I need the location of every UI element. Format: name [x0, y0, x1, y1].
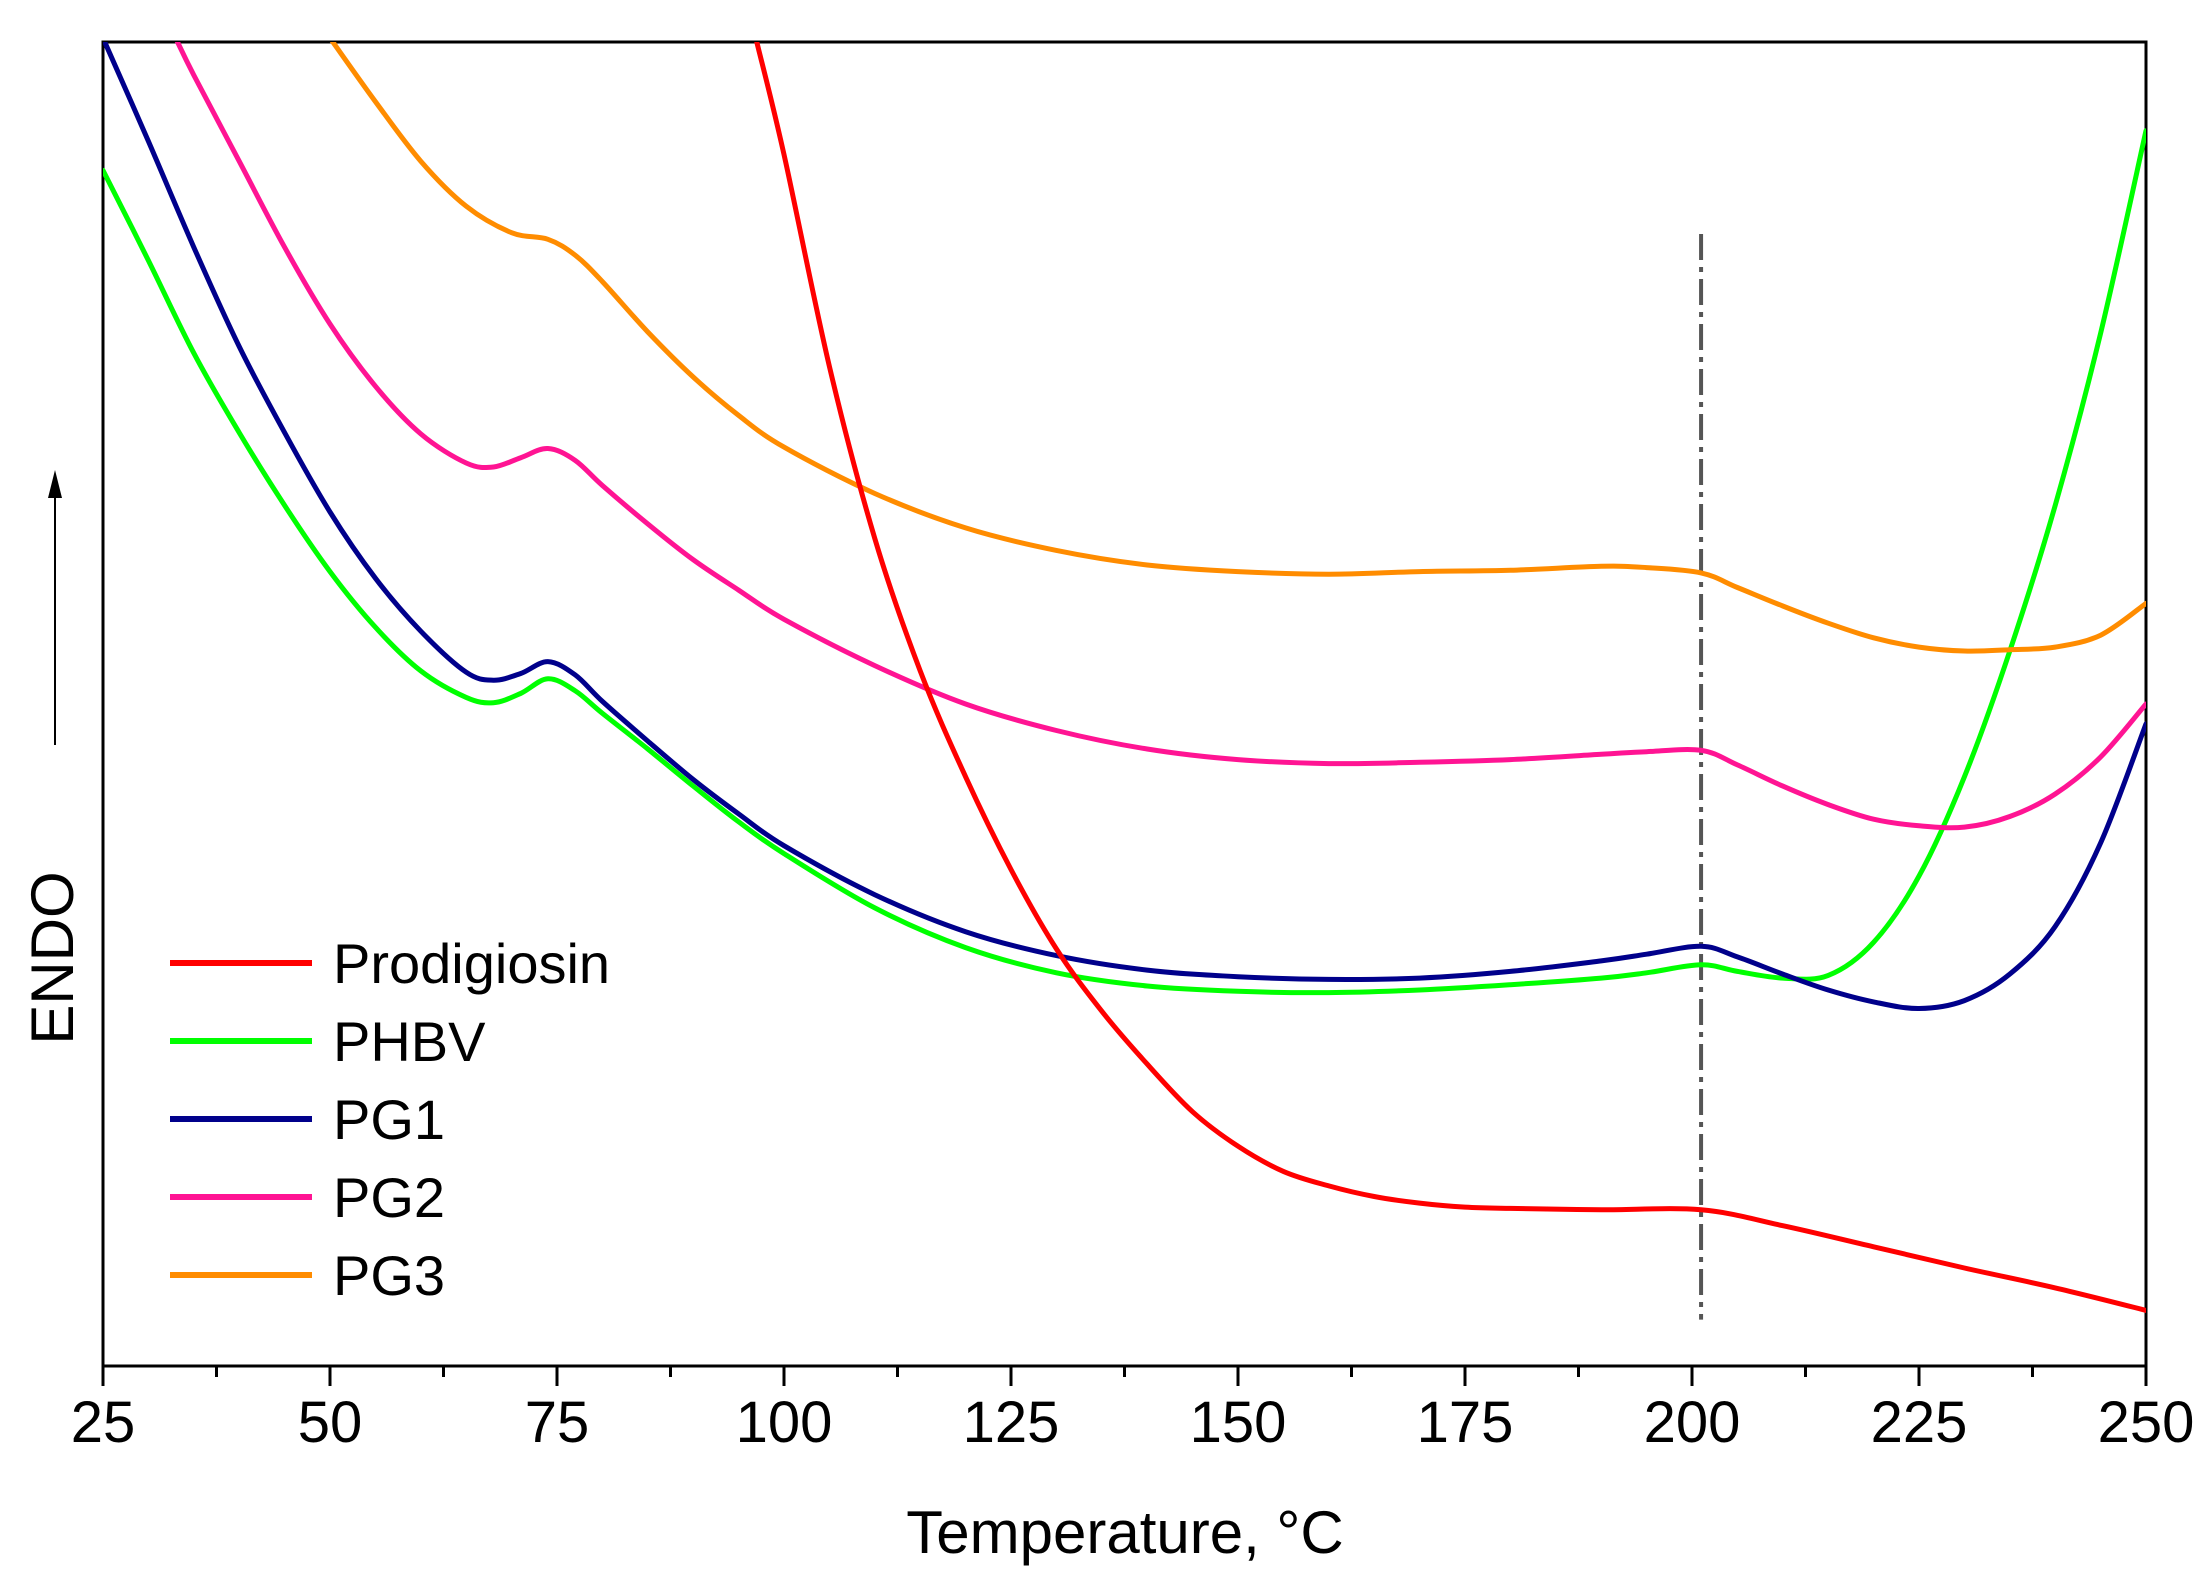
x-tick-label: 50 [298, 1390, 363, 1455]
series-line-pg2 [174, 42, 2146, 831]
legend-label: PG2 [333, 1166, 445, 1229]
legend-item-prodigiosin: Prodigiosin [170, 932, 610, 995]
legend-label: PHBV [333, 1010, 486, 1073]
x-tick-label: 75 [525, 1390, 590, 1455]
legend: Prodigiosin PHBV PG1 PG2 PG3 [170, 932, 610, 1307]
series-line-phbv [103, 128, 2146, 996]
x-axis-tick-labels: 25 50 75 100 125 150 175 200 225 250 [71, 1390, 2195, 1455]
x-tick-label: 200 [1644, 1390, 1741, 1455]
legend-item-phbv: PHBV [170, 1010, 486, 1073]
y-axis-title-group: ENDO [19, 470, 86, 1045]
series-line-prodigiosin [754, 42, 2146, 1313]
x-tick-label: 150 [1190, 1390, 1287, 1455]
x-tick-label: 175 [1417, 1390, 1514, 1455]
legend-label: PG1 [333, 1088, 445, 1151]
x-tick-label: 25 [71, 1390, 136, 1455]
series-line-pg1 [103, 42, 2146, 1012]
legend-item-pg1: PG1 [170, 1088, 445, 1151]
legend-label: PG3 [333, 1244, 445, 1307]
series-line-pg3 [329, 42, 2146, 654]
x-tick-label: 125 [963, 1390, 1060, 1455]
x-axis-title: Temperature, °C [906, 1499, 1344, 1566]
legend-label: Prodigiosin [333, 932, 610, 995]
y-axis-title: ENDO [19, 871, 86, 1044]
legend-item-pg2: PG2 [170, 1166, 445, 1229]
x-axis-ticks [101, 1366, 2148, 1386]
x-tick-label: 225 [1871, 1390, 1968, 1455]
x-tick-label: 250 [2098, 1390, 2195, 1455]
series-lines [103, 42, 2146, 1313]
legend-item-pg3: PG3 [170, 1244, 445, 1307]
arrow-up-icon [48, 470, 62, 498]
x-tick-label: 100 [736, 1390, 833, 1455]
